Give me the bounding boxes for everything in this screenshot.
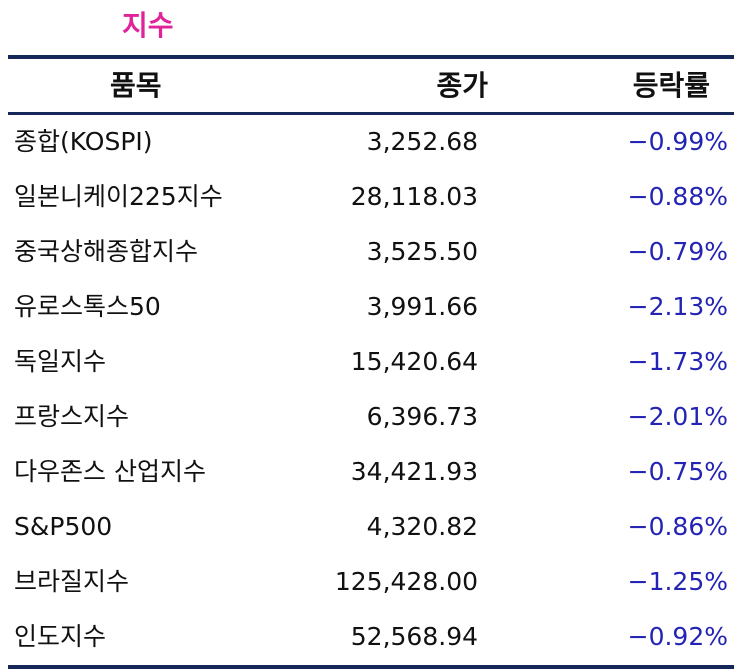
- row-name: 독일지수: [14, 347, 107, 376]
- row-close: 28,118.03: [350, 182, 478, 211]
- table-body: 종합(KOSPI) 3,252.68 −0.99% 일본니케이225지수 28,…: [8, 115, 734, 665]
- row-name: 브라질지수: [14, 567, 130, 596]
- header-name: 품목: [110, 69, 162, 102]
- row-change: −2.13%: [627, 292, 728, 321]
- row-change: −0.86%: [627, 512, 728, 541]
- table-row: 종합(KOSPI) 3,252.68 −0.99%: [8, 115, 734, 170]
- table-row: 중국상해종합지수 3,525.50 −0.79%: [8, 225, 734, 280]
- table-row: 독일지수 15,420.64 −1.73%: [8, 335, 734, 390]
- row-close: 4,320.82: [366, 512, 478, 541]
- table-row: 일본니케이225지수 28,118.03 −0.88%: [8, 170, 734, 225]
- row-close: 3,252.68: [366, 127, 478, 156]
- row-change: −1.73%: [627, 347, 728, 376]
- row-change: −0.88%: [627, 182, 728, 211]
- row-name: 중국상해종합지수: [14, 237, 199, 266]
- header-close: 종가: [436, 69, 488, 102]
- row-close: 125,428.00: [334, 567, 478, 596]
- row-change: −0.75%: [627, 457, 728, 486]
- table-row: 프랑스지수 6,396.73 −2.01%: [8, 390, 734, 445]
- row-name: 인도지수: [14, 622, 107, 651]
- table-row: 다우존스 산업지수 34,421.93 −0.75%: [8, 445, 734, 500]
- row-change: −0.92%: [627, 622, 728, 651]
- row-close: 34,421.93: [350, 457, 478, 486]
- table-row: 유로스톡스50 3,991.66 −2.13%: [8, 280, 734, 335]
- table-top-rule: [8, 55, 734, 59]
- row-close: 3,991.66: [366, 292, 478, 321]
- header-change: 등락률: [632, 69, 710, 102]
- section-title: 지수: [122, 9, 174, 42]
- row-name: 종합(KOSPI): [14, 127, 153, 156]
- table-row: 인도지수 52,568.94 −0.92%: [8, 610, 734, 665]
- table-row: 브라질지수 125,428.00 −1.25%: [8, 555, 734, 610]
- row-close: 6,396.73: [366, 402, 478, 431]
- row-change: −2.01%: [627, 402, 728, 431]
- row-change: −0.99%: [627, 127, 728, 156]
- row-close: 3,525.50: [366, 237, 478, 266]
- table-header: 품목 종가 등락률: [8, 59, 734, 115]
- row-name: S&P500: [14, 512, 113, 541]
- row-name: 일본니케이225지수: [14, 182, 223, 211]
- row-name: 다우존스 산업지수: [14, 457, 206, 486]
- row-name: 유로스톡스50: [14, 292, 161, 321]
- row-change: −1.25%: [627, 567, 728, 596]
- table-row: S&P500 4,320.82 −0.86%: [8, 500, 734, 555]
- row-close: 15,420.64: [350, 347, 478, 376]
- index-table: 품목 종가 등락률 종합(KOSPI) 3,252.68 −0.99% 일본니케…: [8, 55, 734, 669]
- row-change: −0.79%: [627, 237, 728, 266]
- row-name: 프랑스지수: [14, 402, 130, 431]
- row-close: 52,568.94: [350, 622, 478, 651]
- table-bottom-rule: [8, 665, 734, 669]
